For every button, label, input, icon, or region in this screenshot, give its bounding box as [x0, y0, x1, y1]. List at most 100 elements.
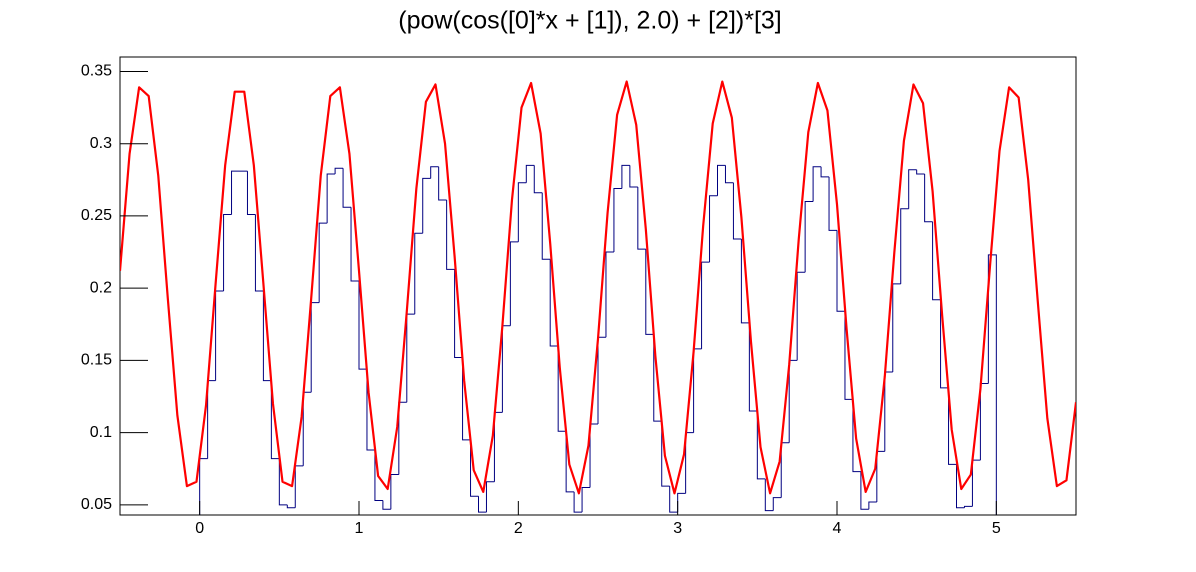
- y-tick-label: 0.05: [81, 496, 112, 513]
- histogram-bin: [517, 182, 527, 242]
- histogram-bin: [557, 345, 567, 432]
- histogram-bin: [717, 164, 726, 196]
- histogram-bin: [948, 387, 957, 465]
- histogram-bin: [724, 165, 734, 184]
- histogram-bin: [605, 251, 614, 338]
- histogram-bin: [581, 487, 591, 513]
- histogram-bin: [406, 313, 415, 403]
- histogram-bin: [470, 439, 479, 497]
- histogram-bin: [350, 207, 359, 282]
- histogram-bin: [796, 271, 806, 361]
- histogram-bin: [860, 471, 869, 510]
- histogram-bin: [207, 380, 216, 459]
- histogram-bin: [525, 164, 535, 183]
- histogram-bin: [270, 380, 280, 460]
- histogram-bin: [740, 239, 750, 324]
- histogram-bin: [462, 357, 471, 441]
- histogram-bin: [342, 168, 352, 208]
- histogram-bin: [231, 170, 240, 215]
- histogram-bin: [908, 169, 917, 209]
- histogram-bin: [446, 200, 455, 270]
- histogram-bin: [732, 182, 742, 240]
- y-tick-label: 0.2: [90, 279, 112, 296]
- histogram-bin: [422, 177, 431, 234]
- histogram-bin: [398, 401, 407, 475]
- histogram-bin: [629, 165, 638, 188]
- histogram-bin: [852, 399, 861, 473]
- x-tick-label: 3: [673, 520, 682, 537]
- histogram-bin: [979, 383, 989, 461]
- function-line: [120, 80, 1076, 495]
- histogram-bin: [772, 497, 782, 511]
- histogram-bin: [493, 411, 503, 482]
- histogram-bin: [262, 291, 272, 382]
- histogram-bin: [501, 325, 511, 413]
- histogram-bin: [414, 232, 423, 315]
- histogram-bin: [390, 474, 399, 510]
- histogram-bin: [788, 359, 798, 443]
- histogram-bin: [478, 496, 487, 513]
- histogram-bin: [366, 369, 375, 451]
- histogram-bin: [963, 505, 973, 508]
- histogram-bin: [358, 280, 367, 370]
- histogram-bin: [828, 176, 837, 231]
- histogram-bin: [597, 336, 606, 424]
- histogram-bin: [701, 261, 710, 349]
- histogram-bin: [223, 213, 232, 292]
- histogram-bin: [876, 450, 885, 502]
- histogram-bin: [589, 423, 598, 488]
- y-tick-label: 0.3: [90, 135, 112, 152]
- histogram-bin: [820, 166, 830, 178]
- histogram-bin: [533, 165, 543, 194]
- plot-area: [120, 80, 1076, 515]
- histogram-bin: [916, 169, 925, 175]
- histogram-bin: [318, 222, 328, 303]
- y-tick-label: 0.25: [81, 207, 112, 224]
- histogram-bin: [278, 458, 288, 506]
- histogram-bin: [199, 458, 208, 515]
- histogram-bin: [509, 241, 519, 326]
- histogram-bin: [637, 187, 646, 250]
- histogram-bin: [302, 391, 312, 466]
- histogram-bin: [541, 192, 551, 260]
- y-tick-label: 0.1: [90, 424, 112, 441]
- histogram-bin: [246, 171, 256, 215]
- histogram-bin: [748, 322, 758, 412]
- histogram-bin: [892, 283, 901, 372]
- histogram-bin: [621, 164, 630, 189]
- histogram-bin: [868, 501, 877, 510]
- histogram-bin: [685, 432, 694, 494]
- histogram-bin: [334, 167, 344, 175]
- histogram-bin: [844, 311, 853, 400]
- histogram-bin: [932, 221, 941, 301]
- histogram-bin: [294, 465, 304, 508]
- histogram-bin: [549, 259, 559, 347]
- x-tick-label: 0: [195, 520, 204, 537]
- plot-frame: [119, 56, 1077, 516]
- chart-title: (pow(cos([0]*x + [1]), 2.0) + [2])*[3]: [398, 7, 781, 35]
- histogram-bin: [780, 442, 790, 498]
- histogram-bin: [565, 431, 575, 493]
- histogram-bin: [573, 491, 583, 513]
- histogram-bin: [661, 421, 670, 487]
- histogram-bin: [693, 348, 702, 433]
- histogram-bin: [326, 173, 336, 224]
- histogram-bin: [454, 269, 463, 359]
- histogram-bin: [924, 174, 933, 223]
- histogram-bin: [987, 254, 997, 515]
- histogram-bin: [653, 334, 662, 422]
- histogram-bin: [215, 290, 224, 381]
- histogram-bin: [756, 410, 766, 480]
- histogram-bin: [677, 492, 686, 513]
- histogram-bin: [900, 208, 909, 284]
- histogram-bin: [971, 459, 981, 507]
- histogram-bin: [374, 449, 383, 502]
- histogram-bin: [940, 299, 949, 389]
- histogram-bin: [836, 230, 845, 312]
- histogram-bin: [613, 187, 622, 253]
- x-tick-label: 5: [992, 520, 1001, 537]
- histogram-bin: [709, 195, 718, 263]
- histogram-bin: [286, 504, 296, 509]
